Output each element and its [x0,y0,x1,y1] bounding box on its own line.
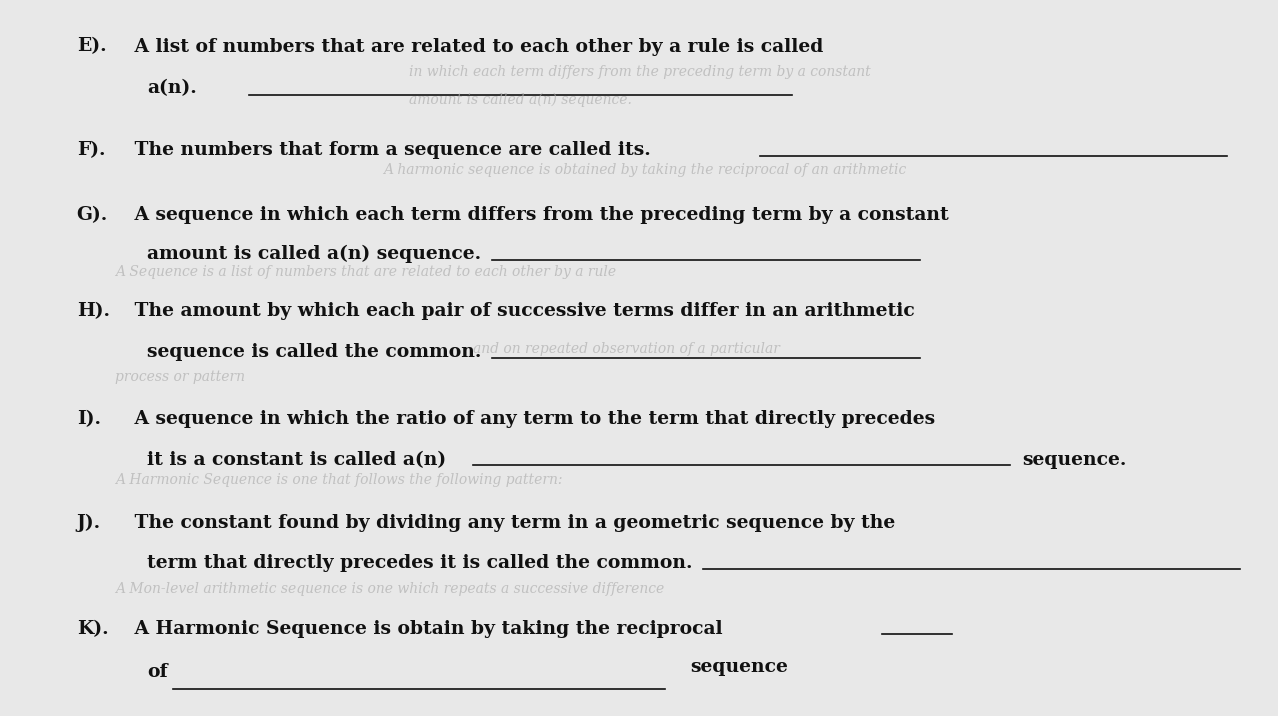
Text: A harmonic sequence is obtained by taking the reciprocal of an arithmetic: A harmonic sequence is obtained by takin… [383,163,906,178]
Text: K).: K). [77,619,109,638]
Text: The amount by which each pair of successive terms differ in an arithmetic: The amount by which each pair of success… [128,302,915,321]
Text: G).: G). [77,205,107,224]
Text: F).: F). [77,141,105,160]
Text: The constant found by dividing any term in a geometric sequence by the: The constant found by dividing any term … [128,513,895,532]
Text: process or pattern: process or pattern [115,369,245,384]
Text: A Harmonic Sequence is one that follows the following pattern:: A Harmonic Sequence is one that follows … [115,473,562,487]
Text: A Mon-level arithmetic sequence is one which repeats a successive difference: A Mon-level arithmetic sequence is one w… [115,581,665,596]
Text: a(n).: a(n). [147,79,197,97]
Text: and on repeated observation of a particular: and on repeated observation of a particu… [473,342,780,357]
Text: term that directly precedes it is called the common.: term that directly precedes it is called… [147,554,693,573]
Text: sequence: sequence [690,658,789,677]
Text: A sequence in which the ratio of any term to the term that directly precedes: A sequence in which the ratio of any ter… [128,410,935,428]
Text: A Sequence is a list of numbers that are related to each other by a rule: A Sequence is a list of numbers that are… [115,265,616,279]
Text: amount is called a(n) sequence.: amount is called a(n) sequence. [147,245,481,263]
Text: in which each term differs from the preceding term by a constant: in which each term differs from the prec… [409,64,870,79]
Text: it is a constant is called a(n): it is a constant is called a(n) [147,450,446,469]
Text: The numbers that form a sequence are called its.: The numbers that form a sequence are cal… [128,141,651,160]
Text: J).: J). [77,513,101,532]
Text: H).: H). [77,302,110,321]
Text: sequence.: sequence. [1022,450,1127,469]
Text: E).: E). [77,37,106,56]
Text: of: of [147,662,167,681]
Text: A sequence in which each term differs from the preceding term by a constant: A sequence in which each term differs fr… [128,205,948,224]
Text: A list of numbers that are related to each other by a rule is called: A list of numbers that are related to ea… [128,37,823,56]
Text: amount is called a(n) sequence.: amount is called a(n) sequence. [409,93,631,107]
Text: I).: I). [77,410,101,428]
Text: A Harmonic Sequence is obtain by taking the reciprocal: A Harmonic Sequence is obtain by taking … [128,619,722,638]
Text: sequence is called the common.: sequence is called the common. [147,343,482,362]
